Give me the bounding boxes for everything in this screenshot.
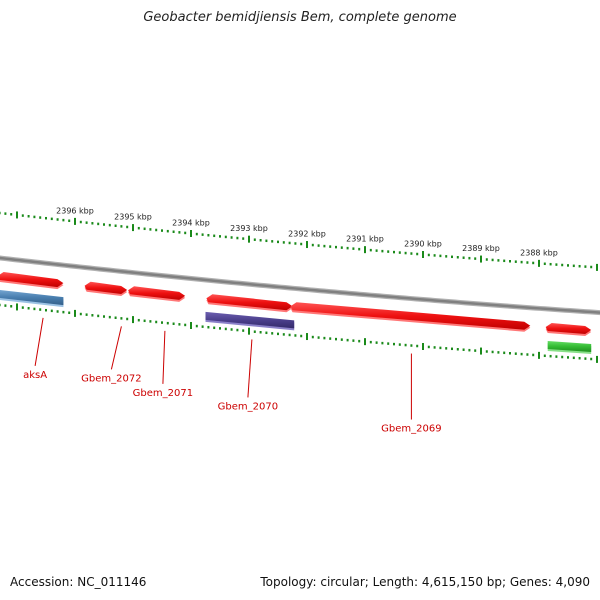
gene-feature-aksa-inner bbox=[0, 289, 64, 306]
tick-label: 2393 kbp bbox=[230, 224, 268, 233]
gene-feature-gbem_2070-inner bbox=[205, 311, 295, 329]
gene-feature-gbem_2070-outer bbox=[206, 294, 293, 311]
label-leader-line bbox=[34, 317, 44, 366]
gene-labels: aksA Gbem_2072 Gbem_2071 Gbem_2070 Gbem_2069 bbox=[23, 317, 442, 435]
gene-label-gbem_2069: Gbem_2069 bbox=[381, 424, 441, 435]
genome-backbone bbox=[0, 255, 600, 316]
accession-text: Accession: NC_011146 bbox=[10, 575, 147, 589]
tick-label: 2395 kbp bbox=[114, 213, 152, 222]
label-leader-line bbox=[247, 339, 253, 398]
gene-features bbox=[0, 272, 592, 354]
tick-label: 2391 kbp bbox=[346, 235, 384, 244]
map-title: Geobacter bemidjiensis Bem, complete gen… bbox=[143, 10, 457, 25]
genome-summary-text: Topology: circular; Length: 4,615,150 bp… bbox=[260, 575, 590, 589]
label-leader-line bbox=[162, 330, 166, 384]
gene-label-aksa: aksA bbox=[23, 370, 47, 381]
scale-ticks: 2396 kbp 2395 kbp 2394 kbp 2393 kbp 2392 kbp… bbox=[0, 206, 598, 363]
gene-label-gbem_2071: Gbem_2071 bbox=[133, 388, 193, 399]
gene-feature-gbem_2071-outer bbox=[128, 286, 186, 300]
tick-label: 2388 kbp bbox=[520, 248, 558, 257]
tick-label: 2392 kbp bbox=[288, 230, 326, 239]
backbone-line bbox=[0, 256, 600, 314]
tick-label: 2389 kbp bbox=[462, 244, 500, 253]
gene-feature-aksa-outer bbox=[0, 272, 64, 288]
gene-feature-unnamed-outer bbox=[545, 323, 592, 334]
label-leader-line bbox=[110, 326, 122, 370]
tick-label: 2390 kbp bbox=[404, 239, 442, 248]
tick-label: 2394 kbp bbox=[172, 219, 210, 228]
gene-feature-gbem_2072-outer bbox=[84, 281, 128, 294]
tick-label: 2396 kbp bbox=[56, 206, 94, 215]
gene-label-gbem_2072: Gbem_2072 bbox=[81, 373, 141, 384]
gene-feature-unnamed-inner bbox=[547, 341, 592, 352]
gene-label-gbem_2070: Gbem_2070 bbox=[218, 401, 278, 412]
gene-feature-gbem_2069-outer bbox=[290, 302, 531, 330]
